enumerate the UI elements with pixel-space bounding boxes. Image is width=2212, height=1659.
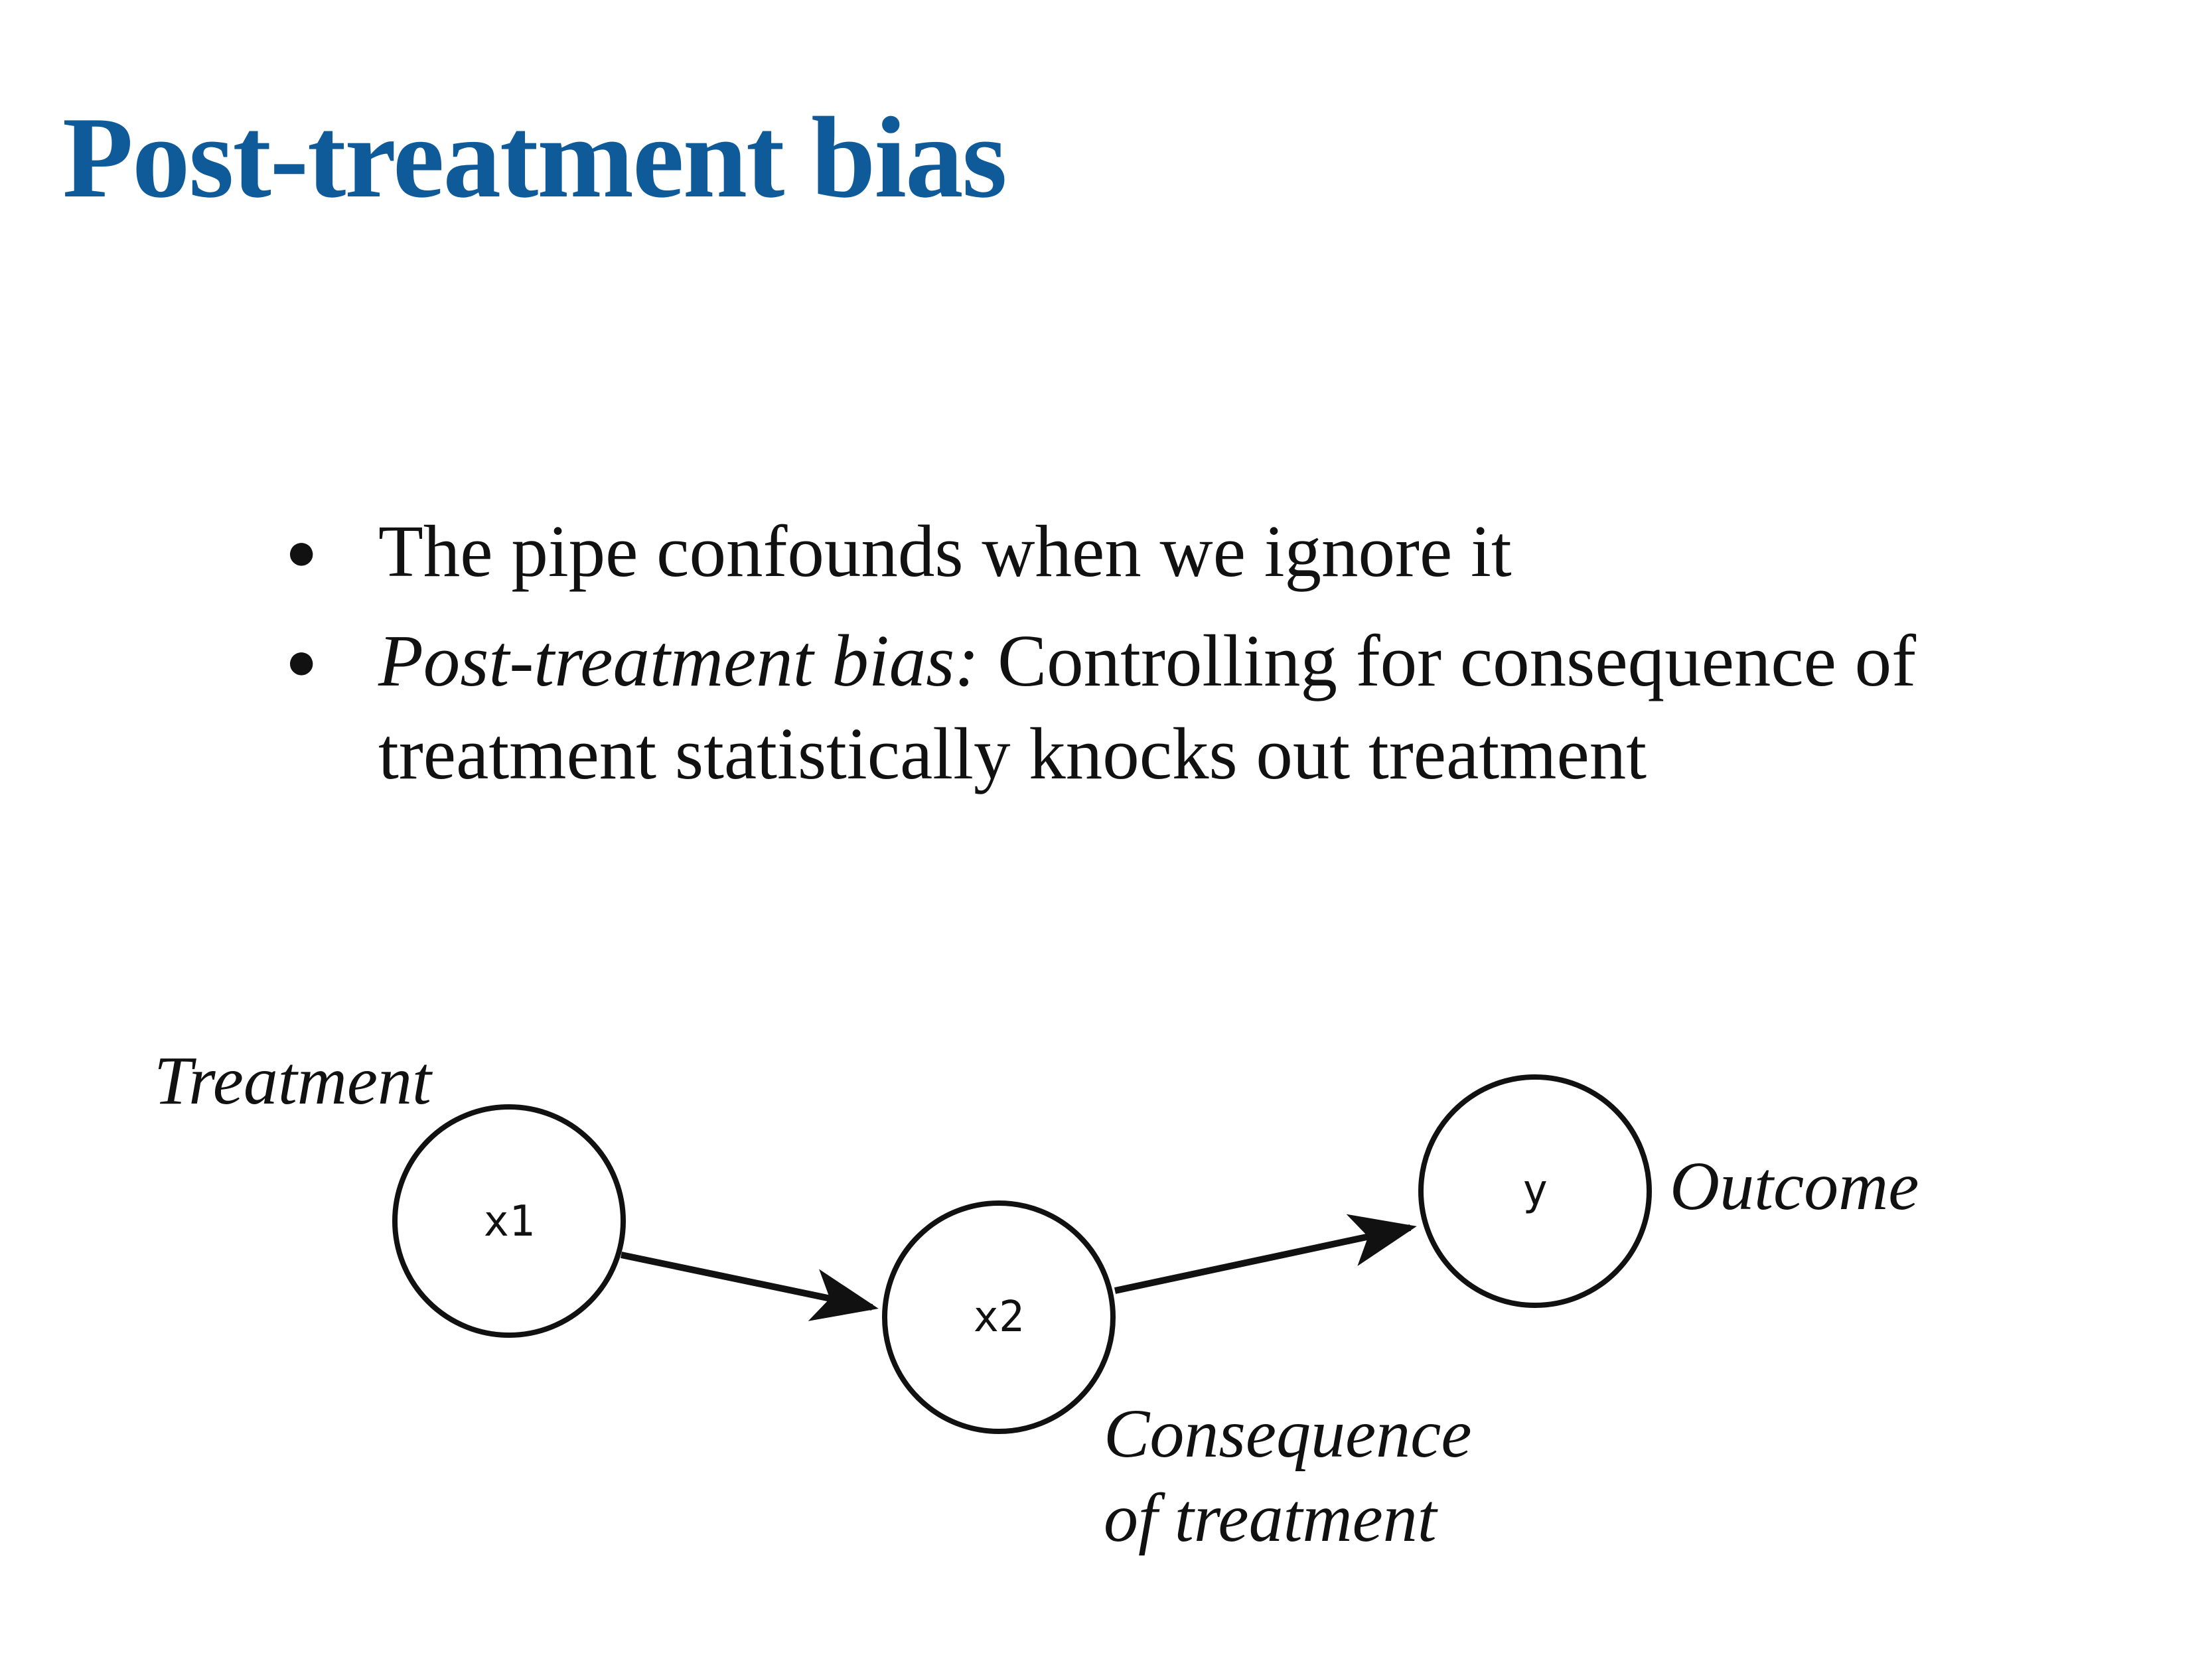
edge-x1-to-x2 — [620, 1252, 879, 1321]
bullet-text: The pipe confounds when we ignore it — [378, 511, 1512, 593]
bullet-emphasis: Post-treatment bias: — [378, 620, 980, 702]
annotation-consequence-line-2: of treatment — [1104, 1480, 1438, 1556]
bullet-dot-icon: ● — [285, 632, 318, 691]
slide-title: Post-treatment bias — [62, 93, 1007, 222]
node-label-y: y — [1522, 1166, 1548, 1215]
node-label-x2: x2 — [973, 1293, 1024, 1342]
edge-x2-to-y — [1114, 1214, 1417, 1294]
bullet-text-line-1: Controlling for consequence of — [979, 620, 1917, 702]
bullet-item-post-treatment-bias: ● Post-treatment bias: Controlling for c… — [285, 615, 2037, 801]
node-y: y — [1418, 1074, 1652, 1308]
node-x2: x2 — [882, 1200, 1116, 1434]
annotation-treatment: Treatment — [154, 1043, 433, 1119]
node-label-x1: x1 — [483, 1197, 534, 1246]
annotation-outcome: Outcome — [1670, 1148, 1919, 1224]
bullet-item-pipe: ● The pipe confounds when we ignore it — [285, 506, 2037, 599]
bullet-dot-icon: ● — [285, 523, 318, 581]
bullet-text-line-2: treatment statistically knocks out treat… — [378, 713, 1647, 795]
annotation-consequence-line-1: Consequence — [1104, 1396, 1471, 1472]
node-x1: x1 — [392, 1104, 626, 1338]
